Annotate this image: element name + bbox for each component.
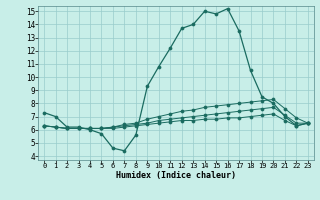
- X-axis label: Humidex (Indice chaleur): Humidex (Indice chaleur): [116, 171, 236, 180]
